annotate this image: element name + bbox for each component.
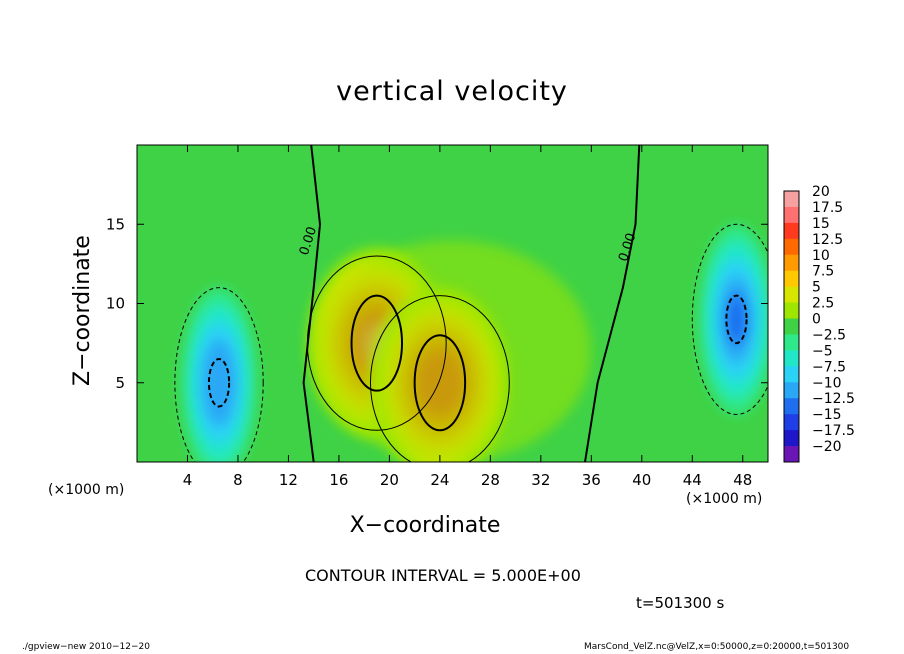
footer-right: MarsCond_VelZ.nc@VelZ,x=0:50000,z=0:2000…: [584, 642, 850, 652]
footer-left: ./gpview−new 2010−12−20: [22, 642, 150, 652]
colorbar-swatch: [784, 222, 799, 240]
colorbar-swatch: [784, 430, 799, 447]
x-tick-label: 48: [733, 471, 752, 489]
contour-negative-core-2: [207, 357, 231, 408]
colorbar-frame: [783, 190, 800, 463]
feature-2-level: [201, 339, 237, 426]
colorbar-swatch: [784, 270, 799, 288]
x-unit-right: (×1000 m): [686, 491, 763, 507]
x-tick-label: 24: [430, 471, 449, 489]
heatmap-field: [137, 145, 768, 462]
colorbar-label: −17.5: [812, 423, 855, 439]
chart-title: vertical velocity: [336, 76, 568, 107]
colorbar-swatch: [784, 318, 799, 335]
colorbar: 2017.51512.5107.552.50−2.5−5−7.5−10−12.5…: [783, 184, 855, 463]
colorbar-label: −20: [812, 439, 842, 455]
colorbar-label: 20: [812, 184, 830, 200]
colorbar-label: 7.5: [812, 264, 834, 280]
colorbar-swatch: [784, 191, 799, 208]
colorbar-swatch: [784, 350, 799, 367]
contour-weak-1: [369, 295, 510, 462]
x-unit-left: (×1000 m): [48, 482, 125, 498]
colorbar-swatch: [784, 446, 799, 463]
contour-interval-text: CONTOUR INTERVAL = 5.000E+00: [305, 566, 581, 585]
contour-positive-0: [350, 294, 404, 392]
colorbar-swatch: [784, 302, 799, 320]
feature-3-level: [726, 293, 747, 346]
colorbar-swatch: [784, 366, 799, 383]
x-tick-label: 44: [683, 471, 702, 489]
contour-positive-1: [413, 334, 467, 432]
colorbar-label: −15: [812, 407, 842, 423]
colorbar-label: −12.5: [812, 391, 855, 407]
x-tick-label: 8: [233, 471, 243, 489]
colorbar-swatch: [784, 238, 799, 256]
x-tick-label: 40: [632, 471, 651, 489]
colorbar-swatch: [784, 414, 799, 431]
colorbar-label: 15: [812, 216, 830, 232]
colorbar-label: 2.5: [812, 296, 834, 312]
colorbar-label: 17.5: [812, 200, 843, 216]
colorbar-swatch: [784, 254, 799, 272]
y-tick-label: 10: [106, 295, 125, 313]
zero-contour-1: [584, 145, 641, 462]
y-tick-label: 5: [115, 374, 125, 392]
colorbar-label: 0: [812, 312, 821, 328]
contour-negative-core-3: [725, 294, 748, 345]
colorbar-label: 12.5: [812, 232, 843, 248]
zero-contour-0: [302, 145, 322, 462]
colorbar-label: 10: [812, 248, 830, 264]
colorbar-swatch: [784, 398, 799, 415]
colorbar-label: −2.5: [812, 327, 846, 343]
x-axis-label: X−coordinate: [349, 513, 501, 538]
colorbar-label: 5: [812, 280, 821, 296]
updraft-envelope: [313, 240, 592, 462]
x-tick-label: 36: [582, 471, 601, 489]
x-tick-label: 28: [481, 471, 500, 489]
colorbar-swatch: [784, 286, 799, 304]
colorbar-swatch: [784, 334, 799, 351]
x-tick-label: 32: [531, 471, 550, 489]
colorbar-label: −5: [812, 343, 833, 359]
colorbar-label: −10: [812, 375, 842, 391]
x-tick-label: 16: [329, 471, 348, 489]
colorbar-label: −7.5: [812, 359, 846, 375]
colorbar-swatch: [784, 382, 799, 399]
contour-lines: [174, 145, 768, 462]
x-tick-label: 12: [279, 471, 298, 489]
y-axis-label: Z−coordinate: [70, 235, 95, 386]
x-tick-label: 4: [183, 471, 193, 489]
y-tick-label: 15: [106, 215, 125, 233]
time-label: t=501300 s: [636, 594, 725, 612]
colorbar-swatch: [784, 206, 799, 224]
contour-negative-3: [691, 223, 768, 415]
contour-negative-2: [174, 287, 264, 462]
x-tick-label: 20: [380, 471, 399, 489]
